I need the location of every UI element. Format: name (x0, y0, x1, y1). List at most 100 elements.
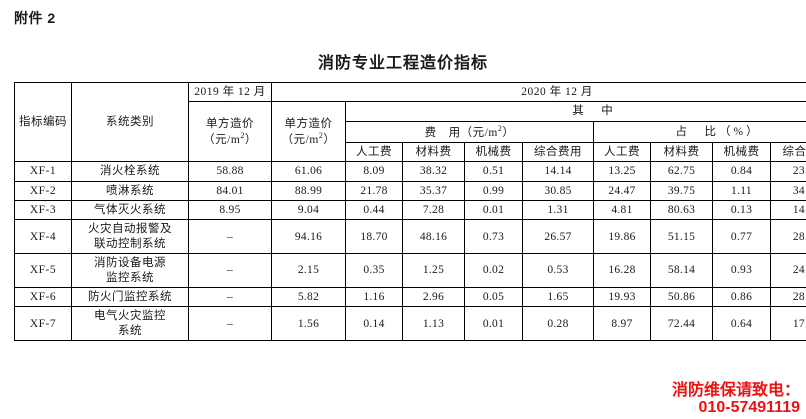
header-fee-labor: 人工费 (345, 141, 403, 163)
cell-fee-machinery: 0.05 (464, 286, 523, 308)
cell-pct-material: 58.14 (650, 253, 713, 288)
table-row: XF-3 气体灭火系统 8.95 9.04 0.44 7.28 0.01 1.31 4.81 80… (14, 200, 806, 221)
cell-unit-price-2019: – (188, 306, 272, 342)
header-unit-price-2019-label: 单方造价 (206, 117, 254, 130)
cell-pct-comprehensive: 28.35 (769, 286, 806, 308)
table-row: XF-2 喷淋系统 84.01 88.99 21.78 35.37 0.99 30.85 24.… (14, 180, 806, 202)
header-unit-price-2019-unit: （元/m2） (203, 130, 257, 146)
header-row-2: 单方造价 （元/m2） 单方造价 （元/m2） 其 中 (15, 101, 806, 163)
cell-unit-price-2020: 1.56 (271, 306, 346, 342)
cell-system-name: 喷淋系统 (71, 180, 189, 202)
header-among-which: 其 中 (344, 101, 806, 122)
cell-code: XF-4 (14, 219, 72, 255)
cell-fee-material: 48.16 (402, 219, 465, 255)
cell-code: XF-5 (14, 253, 72, 288)
cell-pct-material: 80.63 (650, 200, 713, 221)
cell-unit-price-2020: 61.06 (271, 161, 346, 182)
cell-pct-comprehensive: 14.43 (769, 200, 806, 221)
cell-code: XF-1 (14, 161, 72, 182)
cell-pct-labor: 4.81 (593, 200, 651, 221)
header-system-category: 系统类别 (71, 81, 189, 163)
watermark-line-1: 消防维保请致电： (671, 382, 800, 400)
cell-fee-labor: 18.70 (345, 219, 403, 255)
cell-code: XF-2 (14, 180, 72, 202)
cell-code: XF-6 (14, 286, 72, 308)
header-unit-price-2020-label: 单方造价 (284, 117, 333, 130)
header-ratio-group: 占 比（%） (592, 120, 806, 143)
header-fee-group-label: 费 用（元/m2） (424, 123, 515, 139)
cell-system-name: 消火栓系统 (71, 161, 189, 182)
cell-pct-machinery: 0.13 (712, 200, 771, 221)
page-title: 消防专业工程造价指标 (317, 55, 488, 72)
header-pct-labor: 人工费 (593, 141, 651, 163)
cell-pct-comprehensive: 23.16 (769, 161, 806, 182)
cell-fee-material: 1.25 (402, 253, 465, 288)
cell-fee-material: 7.28 (402, 200, 465, 221)
cell-unit-price-2020: 94.16 (271, 219, 346, 255)
header-pct-material: 材料费 (650, 141, 713, 163)
cell-fee-comprehensive: 14.14 (522, 161, 594, 182)
header-pct-comprehensive: 综合费用 (769, 141, 806, 163)
cell-pct-machinery: 1.11 (712, 180, 771, 202)
table-row: XF-1 消火栓系统 58.88 61.06 8.09 38.32 0.51 14.14 13.… (14, 161, 806, 182)
cost-index-table: 指标编码 系统类别 2019 年 12 月 2020 年 12 月 单方造价 （… (14, 81, 806, 342)
cell-fee-machinery: 0.01 (464, 200, 523, 221)
cell-pct-material: 62.75 (650, 161, 713, 182)
header-fee-comprehensive: 综合费用 (522, 141, 594, 163)
cell-pct-machinery: 0.64 (712, 306, 771, 342)
cell-fee-labor: 0.35 (345, 253, 403, 288)
cell-pct-comprehensive: 34.67 (769, 180, 806, 202)
cell-pct-material: 51.15 (650, 219, 713, 255)
cell-pct-comprehensive: 28.22 (769, 219, 806, 255)
cell-pct-labor: 13.25 (593, 161, 651, 182)
cell-system-name: 气体灭火系统 (71, 200, 189, 221)
cell-system-name: 火灾自动报警及 联动控制系统 (71, 219, 189, 255)
header-unit-price-2019: 单方造价 （元/m2） (188, 101, 272, 163)
cell-system-name: 防火门监控系统 (71, 286, 189, 308)
header-row-4: 人工费 材料费 机械费 综合费用 人工费 材料费 机械费 综合费用 (15, 141, 806, 163)
cell-fee-material: 2.96 (402, 286, 465, 308)
cell-unit-price-2019: – (188, 253, 272, 288)
header-period-2020: 2020 年 12 月 (270, 81, 806, 103)
cell-pct-machinery: 0.93 (712, 253, 771, 288)
cell-fee-labor: 21.78 (345, 180, 403, 202)
header-index-code: 指标编码 (14, 81, 72, 163)
cell-system-name: 消防设备电源 监控系统 (71, 253, 189, 288)
cell-fee-comprehensive: 1.65 (522, 286, 594, 308)
cell-system-name: 电气火灾监控 系统 (71, 306, 189, 342)
table-body: XF-1 消火栓系统 58.88 61.06 8.09 38.32 0.51 14.14 13.… (14, 161, 806, 342)
cell-pct-machinery: 0.86 (712, 286, 771, 308)
cell-pct-machinery: 0.84 (712, 161, 771, 182)
header-period-2019: 2019 年 12 月 (188, 81, 272, 103)
cell-pct-comprehensive: 24.65 (769, 253, 806, 288)
watermark-overlay: 消防维保请致电： 010-57491119 (672, 383, 800, 417)
header-row-1: 指标编码 系统类别 2019 年 12 月 2020 年 12 月 (14, 81, 806, 163)
cell-unit-price-2019: – (188, 286, 272, 308)
cell-unit-price-2020: 9.04 (271, 200, 346, 221)
header-pct-machinery: 机械费 (712, 141, 771, 163)
cell-pct-labor: 19.93 (593, 286, 651, 308)
table-header: 指标编码 系统类别 2019 年 12 月 2020 年 12 月 单方造价 （… (14, 81, 806, 163)
cell-pct-comprehensive: 17.96 (769, 306, 806, 342)
cell-fee-labor: 8.09 (345, 161, 403, 182)
cell-pct-material: 39.75 (650, 180, 713, 202)
cell-fee-machinery: 0.02 (464, 253, 523, 288)
cell-fee-labor: 1.16 (345, 286, 403, 308)
cell-code: XF-3 (14, 200, 72, 221)
cell-code: XF-7 (14, 306, 72, 342)
cell-fee-machinery: 0.01 (464, 306, 523, 342)
cell-fee-material: 38.32 (402, 161, 465, 182)
table-row: XF-7 电气火灾监控 系统 –1.56 0.14 1.13 0.01 0.28 8.97 72.… (14, 306, 806, 342)
cell-unit-price-2019: – (188, 219, 272, 255)
cell-fee-machinery: 0.51 (464, 161, 523, 182)
cell-fee-machinery: 0.73 (464, 219, 523, 255)
cell-pct-labor: 24.47 (593, 180, 651, 202)
cell-fee-labor: 0.14 (345, 306, 403, 342)
header-unit-price-2020: 单方造价 （元/m2） (271, 101, 346, 163)
header-fee-group: 费 用（元/m2） (345, 120, 594, 143)
header-fee-machinery: 机械费 (464, 141, 523, 163)
cell-fee-machinery: 0.99 (464, 180, 523, 202)
cell-fee-comprehensive: 1.31 (522, 200, 594, 221)
cell-pct-machinery: 0.77 (712, 219, 771, 255)
cost-index-table-wrapper: 指标编码 系统类别 2019 年 12 月 2020 年 12 月 单方造价 （… (14, 81, 806, 342)
